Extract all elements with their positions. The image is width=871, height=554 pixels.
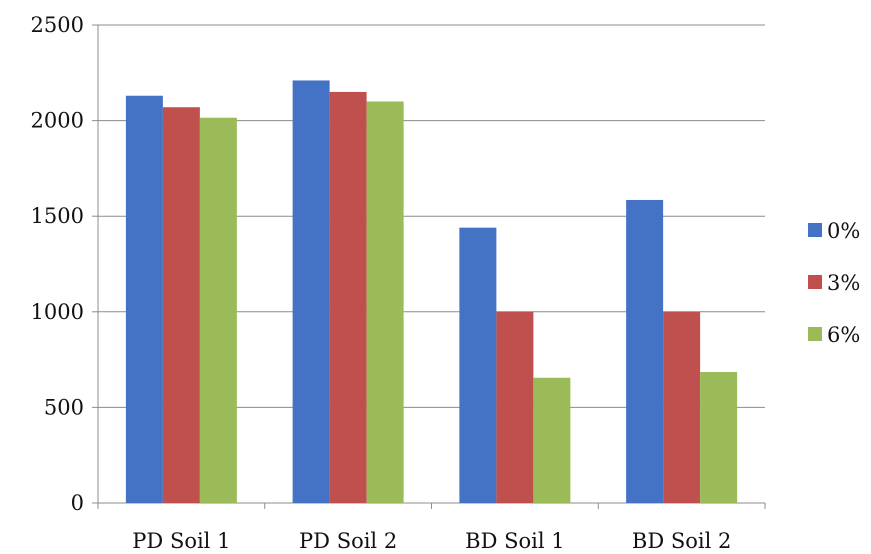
legend-swatch	[808, 327, 822, 341]
x-category-label: PD Soil 1	[132, 529, 230, 553]
legend-label: 0%	[827, 219, 860, 243]
x-axis-categories: PD Soil 1 PD Soil 2 BD Soil 1 BD Soil 2	[132, 529, 731, 553]
y-tick-label: 2500	[31, 13, 84, 37]
bar-bd-soil-1-6pct	[533, 377, 571, 503]
y-tick-label: 1000	[31, 300, 84, 324]
bars	[125, 80, 738, 504]
legend-label: 3%	[827, 271, 860, 295]
x-category-label: PD Soil 2	[299, 529, 397, 553]
y-tick-label: 1500	[31, 204, 84, 228]
bar-pd-soil-1-6pct	[199, 117, 237, 504]
bar-pd-soil-1-3pct	[162, 107, 200, 503]
bar-pd-soil-1-0pct	[125, 95, 163, 503]
bar-bd-soil-2-6pct	[700, 372, 738, 503]
bar-bd-soil-2-3pct	[663, 311, 701, 503]
bar-pd-soil-2-6pct	[366, 101, 404, 503]
y-axis-ticks: 0 500 1000 1500 2000 2500	[31, 13, 84, 515]
legend-swatch	[808, 275, 822, 289]
y-tick-label: 500	[44, 395, 84, 419]
x-category-label: BD Soil 1	[465, 529, 564, 553]
legend: 0% 3% 6%	[808, 219, 860, 347]
y-tick-label: 2000	[31, 109, 84, 133]
legend-label: 6%	[827, 323, 860, 347]
bar-pd-soil-2-0pct	[292, 80, 330, 503]
bar-bd-soil-1-0pct	[459, 227, 497, 503]
x-category-label: BD Soil 2	[632, 529, 731, 553]
y-tick-label: 0	[71, 491, 84, 515]
bar-pd-soil-2-3pct	[329, 91, 367, 504]
bar-bd-soil-1-3pct	[496, 311, 534, 503]
legend-swatch	[808, 223, 822, 237]
bar-bd-soil-2-0pct	[626, 199, 664, 503]
